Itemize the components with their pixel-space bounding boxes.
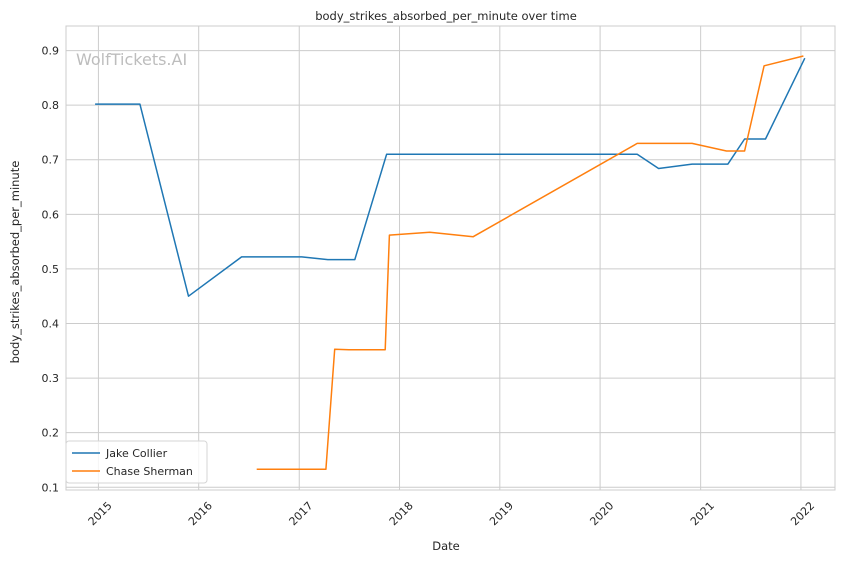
x-tick-label: 2017 (287, 499, 316, 528)
x-tick-label: 2019 (487, 499, 516, 528)
grid (66, 26, 835, 490)
legend: Jake Collier Chase Sherman (65, 440, 208, 484)
y-tick-label: 0.8 (42, 99, 60, 112)
y-tick-label: 0.1 (42, 481, 60, 494)
y-tick-label: 0.7 (42, 154, 60, 167)
legend-label-jake-collier: Jake Collier (105, 447, 168, 460)
legend-label-chase-sherman: Chase Sherman (106, 465, 193, 478)
y-tick-label: 0.6 (42, 208, 60, 221)
plot-area (65, 25, 836, 491)
y-tick-label: 0.4 (42, 318, 60, 331)
y-tick-label: 0.3 (42, 372, 60, 385)
x-tick-label: 2021 (688, 499, 717, 528)
y-axis-title: body_strikes_absorbed_per_minute (8, 161, 22, 364)
y-tick-label: 0.2 (42, 427, 60, 440)
x-axis-title: Date (432, 539, 460, 553)
chart-title: body_strikes_absorbed_per_minute over ti… (315, 9, 577, 23)
x-tick-label: 2020 (587, 499, 616, 528)
x-tick-label: 2022 (788, 499, 817, 528)
legend-box (65, 440, 208, 484)
y-tick-label: 0.9 (42, 45, 60, 58)
y-tick-label: 0.5 (42, 263, 60, 276)
series-line-jake-collier (95, 57, 806, 297)
series-layer (95, 55, 806, 471)
x-tick-label: 2018 (387, 499, 416, 528)
x-tick-label: 2016 (186, 499, 215, 528)
series-line-chase-sherman (256, 55, 804, 471)
watermark: WolfTickets.AI (76, 50, 187, 69)
x-tick-label: 2015 (86, 499, 115, 528)
